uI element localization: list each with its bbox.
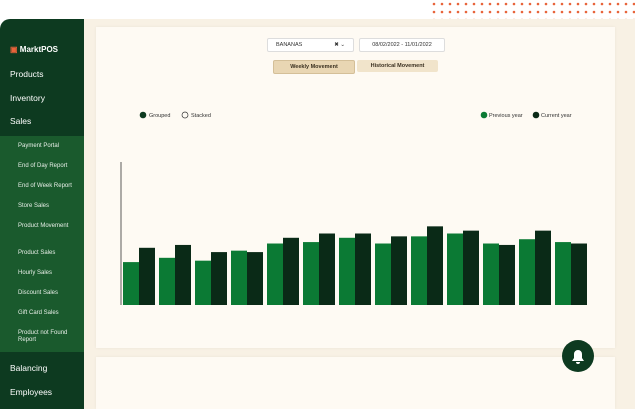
submenu-item[interactable]: Product Movement [18,223,69,229]
bar [555,242,571,305]
sidebar: ▣ MarktPOS Products Inventory Sales Paym… [0,19,84,409]
radio-grouped[interactable] [139,111,147,119]
bar [339,237,355,305]
submenu-item[interactable]: End of Week Report [18,183,72,189]
tab-active[interactable]: Weekly Movement [273,60,355,74]
bar [211,252,227,305]
bar [483,243,499,305]
bar [303,242,319,305]
bar [447,233,463,305]
submenu-item[interactable]: End of Day Report [18,163,68,169]
bar [535,230,551,305]
bar [499,244,515,305]
legend-label: Current year [541,113,572,119]
bar [123,262,139,305]
menu-item[interactable]: Employees [10,387,53,397]
bar [411,236,427,305]
date-range[interactable]: 08/02/2022 - 11/01/2022 [359,38,445,52]
select-controls: ✖ ⌄ [334,42,345,48]
product-value: BANANAS [276,42,303,48]
menu-item[interactable]: Products [10,69,44,79]
bar [571,243,587,305]
submenu-item[interactable]: Product not Found Report [18,330,68,343]
bar [231,250,247,305]
legend-label: Previous year [489,113,523,119]
bar [519,239,535,305]
bar [159,257,175,305]
menu-item[interactable]: Balancing [10,363,48,373]
product-select[interactable]: BANANAS ✖ ⌄ [267,38,354,52]
legend-swatch [532,111,540,119]
bar [375,243,391,305]
logo: ▣ MarktPOS [10,45,59,54]
radio-stacked[interactable] [181,111,189,119]
bar [463,230,479,305]
bar [427,226,443,305]
bar [195,260,211,305]
bar [283,237,299,305]
submenu-item[interactable]: Product Sales [18,250,56,256]
logo-text: MarktPOS [19,45,59,54]
lower-panel [96,357,615,409]
tab[interactable]: Historical Movement [357,60,438,72]
radio-label: Stacked [191,113,211,119]
bar [247,252,263,305]
bell-icon [572,350,584,364]
bar [175,244,191,305]
bar [355,233,371,305]
submenu-item[interactable]: Gift Card Sales [18,310,59,316]
bar [139,247,155,305]
submenu-item[interactable]: Payment Portal [18,143,60,149]
menu-item[interactable]: Inventory [10,93,45,103]
bar [319,233,335,305]
legend-swatch [480,111,488,119]
bar [267,243,283,305]
bar [391,236,407,305]
submenu-item[interactable]: Discount Sales [18,290,59,296]
menu-item[interactable]: Sales [10,116,32,126]
submenu-item[interactable]: Store Sales [18,203,50,209]
submenu: Payment Portal End of Day Report End of … [0,136,84,352]
radio-label: Grouped [149,113,170,119]
submenu-item[interactable]: Hourly Sales [18,270,53,276]
